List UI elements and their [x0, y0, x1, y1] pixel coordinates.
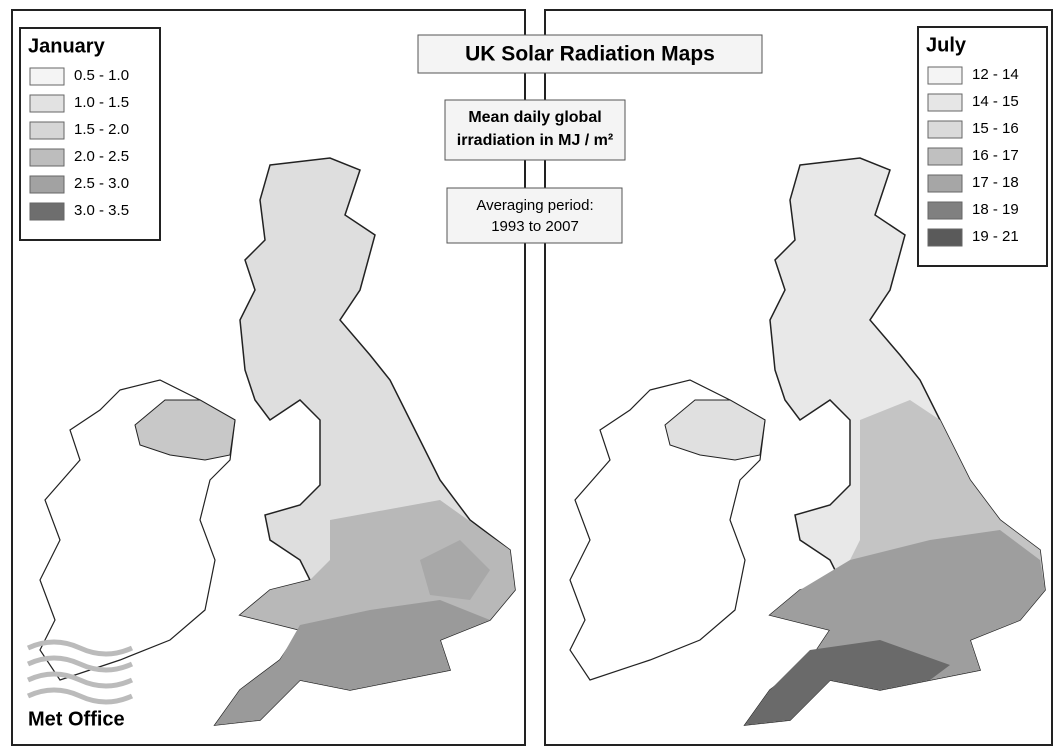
legend-swatch — [29, 202, 65, 221]
period-box: Averaging period: 1993 to 2007 — [446, 187, 623, 244]
legend: July 12 - 14 14 - 15 15 - 16 16 - 17 17 - 18 1… — [917, 26, 1048, 267]
legend-swatch — [927, 147, 963, 166]
box — [444, 99, 626, 161]
legend-label: 18 - 19 — [972, 201, 1019, 218]
period-line: Averaging period: — [476, 197, 593, 214]
subtitle-line: Mean daily global — [468, 109, 601, 126]
logo-text: Met Office — [28, 708, 125, 730]
january-map — [39, 157, 516, 726]
legend-swatch — [29, 148, 65, 167]
box — [446, 187, 623, 244]
legend-label: 16 - 17 — [972, 147, 1019, 164]
legend-label: 12 - 14 — [972, 66, 1019, 83]
legend-label: 17 - 18 — [972, 174, 1019, 191]
legend-label: 1.5 - 2.0 — [74, 121, 129, 138]
legend-swatch — [29, 121, 65, 140]
legend-title: July — [926, 34, 967, 56]
legend-swatch — [927, 93, 963, 112]
legend-label: 3.0 - 3.5 — [74, 202, 129, 219]
legend-title: January — [28, 35, 106, 57]
met-office-logo: Met Office — [26, 639, 134, 730]
region-shading — [215, 600, 490, 725]
region-shading — [420, 540, 490, 600]
period-line: 1993 to 2007 — [491, 218, 579, 235]
legend-swatch — [29, 94, 65, 113]
legend-label: 19 - 21 — [972, 228, 1019, 245]
title-box: UK Solar Radiation Maps — [417, 34, 763, 74]
legend-swatch — [927, 228, 963, 247]
legend-swatch — [29, 67, 65, 86]
legend-swatch — [927, 174, 963, 193]
legend-swatch — [29, 175, 65, 194]
legend-swatch — [927, 201, 963, 220]
box — [417, 34, 763, 74]
legends: January 0.5 - 1.0 1.0 - 1.5 1.5 - 2.0 2.0 - … — [19, 26, 1048, 267]
legend-label: 14 - 15 — [972, 93, 1019, 110]
legend-swatch — [927, 120, 963, 139]
legend-label: 0.5 - 1.0 — [74, 67, 129, 84]
subtitle-box: Mean daily global irradiation in MJ / m² — [444, 99, 626, 161]
legend-swatch — [927, 66, 963, 85]
subtitle-line: irradiation in MJ / m² — [457, 132, 613, 149]
legend-label: 1.0 - 1.5 — [74, 94, 129, 111]
july-map — [569, 157, 1046, 726]
legend-label: 2.0 - 2.5 — [74, 148, 129, 165]
region-shading — [745, 640, 950, 725]
title: UK Solar Radiation Maps — [465, 43, 715, 66]
legend-label: 2.5 - 3.0 — [74, 175, 129, 192]
legend-label: 15 - 16 — [972, 120, 1019, 137]
logo-waves — [26, 639, 134, 705]
legend: January 0.5 - 1.0 1.0 - 1.5 1.5 - 2.0 2.0 - … — [19, 27, 161, 241]
